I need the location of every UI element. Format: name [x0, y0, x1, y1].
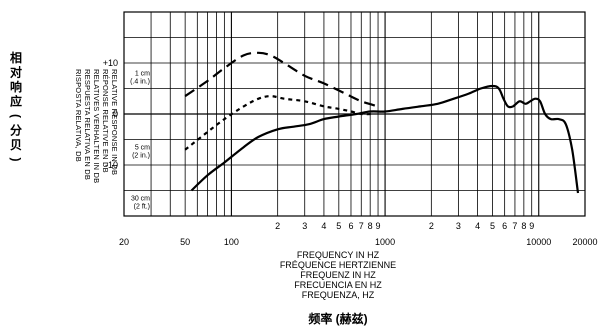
y-axis-label-line: RELATIVES VERHALTEN IN DB [92, 69, 101, 183]
x-tick-label: 1000 [375, 237, 395, 247]
y-axis-label-cn-char: ) [9, 158, 23, 162]
x-tick-label: 5 [490, 221, 495, 231]
series-line-1 [184, 51, 379, 108]
x-tick-label: 2 [275, 221, 280, 231]
x-tick-label: 8 [368, 221, 373, 231]
y-tick-label: +10 [103, 58, 118, 68]
y-axis-label-line: RISPOSTA RELATIVA, DB [74, 69, 83, 162]
x-axis-label-line: FREQUENZA, HZ [302, 290, 375, 300]
x-tick-label: 4 [475, 221, 480, 231]
y-tick-label: 0 [113, 109, 118, 119]
y-tick-label: -10 [105, 160, 118, 170]
y-axis-label-cn-char: ( [9, 114, 23, 118]
x-tick-label: 6 [502, 221, 507, 231]
curve-label-3: 30 cm [131, 195, 150, 202]
y-axis-label-cn-char: 对 [10, 65, 22, 80]
x-axis-label-line: FRECUENCIA EN HZ [294, 280, 382, 290]
curve-labels: 1 cm(.4 in.) 5 cm(2 in.) 30 cm(2 ft.) [130, 70, 150, 210]
y-axis-label-cn-char: 应 [10, 94, 22, 109]
x-axis-label-line: FREQUENZ IN HZ [300, 270, 376, 280]
x-tick-label: 3 [456, 221, 461, 231]
x-tick-label: 8 [521, 221, 526, 231]
x-axis-label-line: FRÉQUENCE HERTZIENNE [280, 260, 396, 270]
x-tick-label: 10000 [526, 237, 551, 247]
y-axis-label-cn-char: 贝 [10, 138, 22, 152]
x-tick-label: 100 [224, 237, 239, 247]
x-tick-label: 4 [321, 221, 326, 231]
y-tick-labels: +10 0 -10 [103, 58, 118, 170]
x-tick-label: 20 [119, 237, 129, 247]
curve-label-2: 5 cm [135, 144, 150, 151]
x-tick-label: 7 [359, 221, 364, 231]
y-axis-label-line: RELATIVE RESPONSE IN DB [110, 69, 119, 175]
series-lines [184, 51, 580, 194]
x-tick-label: 6 [348, 221, 353, 231]
y-axis-label-cn-char: 响 [10, 79, 22, 94]
curve-label-1: 1 cm [135, 70, 150, 77]
curve-label-1: (.4 in.) [130, 78, 150, 85]
x-tick-label: 7 [512, 221, 517, 231]
x-tick-label: 5 [336, 221, 341, 231]
x-tick-label: 20000 [572, 237, 597, 247]
series-line-3 [190, 84, 580, 194]
x-tick-label: 3 [302, 221, 307, 231]
y-axis-label-cn-char: 相 [10, 50, 22, 65]
x-tick-label: 50 [180, 237, 190, 247]
x-axis-label-cn: 频率 (赫兹) [308, 311, 367, 326]
x-tick-label: 2 [429, 221, 434, 231]
x-axis-label-line: FREQUENCY IN HZ [297, 250, 380, 260]
x-tick-label: 9 [376, 221, 381, 231]
series-line-2 [184, 95, 375, 151]
y-axis-label-line: RÉPONSE RELATIVE EN DB [101, 69, 110, 173]
curve-label-3: (2 ft.) [134, 203, 150, 210]
y-axis-label-cn-char: 分 [10, 123, 22, 138]
y-axis-label-line: RESPUESTA RELATIVA EN DB [83, 69, 92, 180]
x-tick-label: 9 [529, 221, 534, 231]
curve-label-2: (2 in.) [132, 152, 150, 159]
